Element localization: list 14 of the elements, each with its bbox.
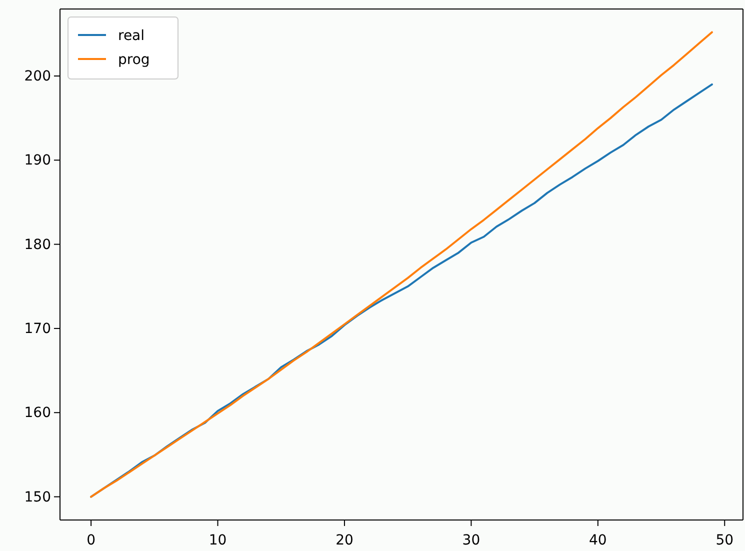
legend-label: prog: [118, 52, 150, 68]
y-tick-label: 200: [24, 68, 51, 84]
x-tick-label: 20: [336, 532, 354, 548]
legend-label: real: [118, 28, 145, 44]
x-tick-label: 0: [86, 532, 96, 548]
y-tick-label: 160: [24, 405, 51, 422]
x-tick-label: 10: [208, 532, 227, 548]
y-tick-label: 190: [24, 152, 51, 169]
x-tick-label: 40: [588, 532, 607, 548]
y-tick-label: 170: [24, 320, 51, 337]
x-tick-label: 30: [462, 532, 480, 548]
y-tick-label: 180: [24, 236, 51, 253]
x-tick-label: 50: [716, 532, 734, 548]
y-tick-label: 150: [24, 489, 51, 506]
